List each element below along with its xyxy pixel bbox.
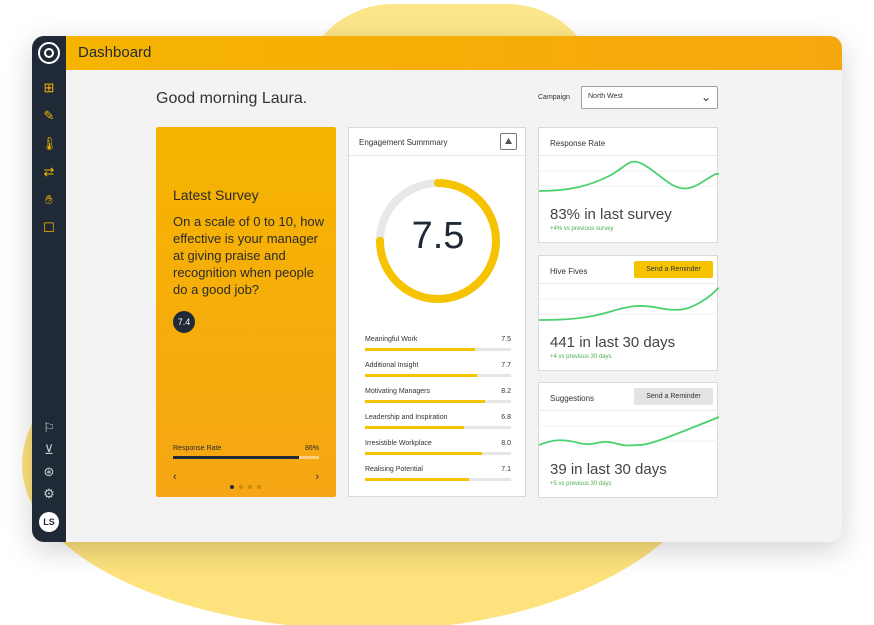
engagement-score: 7.5 xyxy=(411,215,465,257)
hive-fives-headline: 441 in last 30 days xyxy=(550,334,676,351)
response-rate-headline: 83% in last survey xyxy=(550,206,672,223)
engagement-gauge: 7.5 xyxy=(372,175,504,307)
greeting: Good morning Laura. xyxy=(156,90,308,107)
survey-question: On a scale of 0 to 10, how effective is … xyxy=(173,214,325,297)
survey-score-badge: 7.4 xyxy=(173,311,195,333)
metric-value: 7.1 xyxy=(501,466,511,473)
logo-icon[interactable] xyxy=(38,42,60,64)
campaign-label: Campaign xyxy=(538,94,570,101)
app-window: ⊞ ✎ 🌡︎ ⇄ ✋︎ ☐ ⚐ ⊻ ⊛ ⚙ LS Dashboard Good … xyxy=(32,36,842,542)
survey-response-rate-fill xyxy=(173,456,299,459)
metric-bar xyxy=(365,426,511,429)
engagement-title: Engagement Summmary xyxy=(359,138,448,147)
metric-bar xyxy=(365,348,511,351)
hive-fives-delta: +4 vs previous 30 days xyxy=(550,354,612,360)
hive-fives-reminder-button[interactable]: Send a Reminder xyxy=(634,261,713,278)
hands-icon[interactable]: ✋︎ xyxy=(45,192,53,207)
engagement-summary-card: Engagement Summmary ⛰︎ 7.5 Meaningful Wo… xyxy=(348,127,526,497)
page-title: Dashboard xyxy=(78,44,152,61)
suggestions-headline: 39 in last 30 days xyxy=(550,461,667,478)
top-bar: Dashboard xyxy=(66,36,842,70)
chevron-down-icon: ⌄ xyxy=(700,90,711,104)
support-icon[interactable]: ⊛ xyxy=(43,464,55,479)
metric-bar-fill xyxy=(365,426,465,429)
metric-value: 7.5 xyxy=(501,336,511,343)
metric-bar-fill xyxy=(365,374,478,377)
metric-label: Leadership and Inspiration xyxy=(365,414,448,421)
campaign-value: North West xyxy=(588,93,623,100)
survey-response-rate-value: 86% xyxy=(304,445,319,452)
chat-icon[interactable]: ☐ xyxy=(43,220,55,235)
next-arrow-icon[interactable]: › xyxy=(315,471,319,483)
response-rate-trend xyxy=(539,160,719,192)
survey-heading: Latest Survey xyxy=(173,187,259,203)
engagement-header: Engagement Summmary ⛰︎ xyxy=(349,128,525,156)
suggestions-reminder-button[interactable]: Send a Reminder xyxy=(634,388,713,405)
metric-value: 7.7 xyxy=(501,362,511,369)
metric-label: Irresistible Workplace xyxy=(365,440,432,447)
feedback-icon[interactable]: ⇄ xyxy=(43,164,55,179)
response-rate-card: Response Rate 83% in last survey +4% vs … xyxy=(538,127,719,243)
download-icon[interactable]: ⊻ xyxy=(44,442,54,457)
hive-fives-card: Hive Fives Send a Reminder 441 in last 3… xyxy=(538,255,719,371)
suggestions-delta: +5 vs previous 30 days xyxy=(550,481,612,487)
thermometer-icon[interactable]: 🌡︎ xyxy=(41,136,58,151)
metric-bar xyxy=(365,452,511,455)
metric-value: 8.0 xyxy=(501,440,511,447)
metric-label: Realising Potential xyxy=(365,466,423,473)
carousel-dot[interactable] xyxy=(230,485,234,489)
carousel-dot[interactable] xyxy=(248,485,252,489)
survey-icon[interactable]: ✎ xyxy=(43,108,55,123)
metric-bar-fill xyxy=(365,452,482,455)
metric-bar-fill xyxy=(365,400,485,403)
suggestions-header: Suggestions Send a Reminder xyxy=(539,383,717,411)
metric-bar xyxy=(365,400,511,403)
response-rate-title: Response Rate xyxy=(550,139,606,148)
metric-label: Additional Insight xyxy=(365,362,419,369)
metric-label: Meaningful Work xyxy=(365,336,418,343)
metric-label: Motivating Managers xyxy=(365,388,430,395)
dashboard-icon[interactable]: ⊞ xyxy=(43,80,55,95)
survey-response-rate-bar xyxy=(173,456,319,459)
megaphone-icon[interactable]: ⚐ xyxy=(43,420,55,435)
carousel-dots xyxy=(230,476,266,494)
carousel-dot[interactable] xyxy=(257,485,261,489)
avatar[interactable]: LS xyxy=(39,512,59,532)
metric-value: 8.2 xyxy=(501,388,511,395)
metric-bar xyxy=(365,478,511,481)
settings-icon[interactable]: ⚙ xyxy=(43,486,55,501)
suggestions-trend xyxy=(539,416,719,447)
response-rate-header: Response Rate xyxy=(539,128,717,156)
metric-bar-fill xyxy=(365,348,475,351)
latest-survey-card: Latest Survey On a scale of 0 to 10, how… xyxy=(156,127,336,497)
gauge-arc xyxy=(376,179,500,303)
suggestions-card: Suggestions Send a Reminder 39 in last 3… xyxy=(538,382,719,498)
metric-bar xyxy=(365,374,511,377)
response-rate-delta: +4% vs previous survey xyxy=(550,226,614,232)
previous-arrow-icon[interactable]: ‹ xyxy=(173,471,177,483)
campaign-select[interactable]: North West ⌄ xyxy=(581,86,718,109)
hive-fives-trend xyxy=(539,287,719,321)
metric-value: 6.8 xyxy=(501,414,511,421)
sidebar: ⊞ ✎ 🌡︎ ⇄ ✋︎ ☐ ⚐ ⊻ ⊛ ⚙ LS xyxy=(32,36,66,542)
hive-fives-header: Hive Fives Send a Reminder xyxy=(539,256,717,284)
carousel-dot[interactable] xyxy=(239,485,243,489)
survey-response-rate-label: Response Rate xyxy=(173,445,222,452)
metric-bar-fill xyxy=(365,478,469,481)
image-export-icon[interactable]: ⛰︎ xyxy=(500,133,517,150)
hive-fives-title: Hive Fives xyxy=(550,267,588,276)
suggestions-title: Suggestions xyxy=(550,394,595,403)
